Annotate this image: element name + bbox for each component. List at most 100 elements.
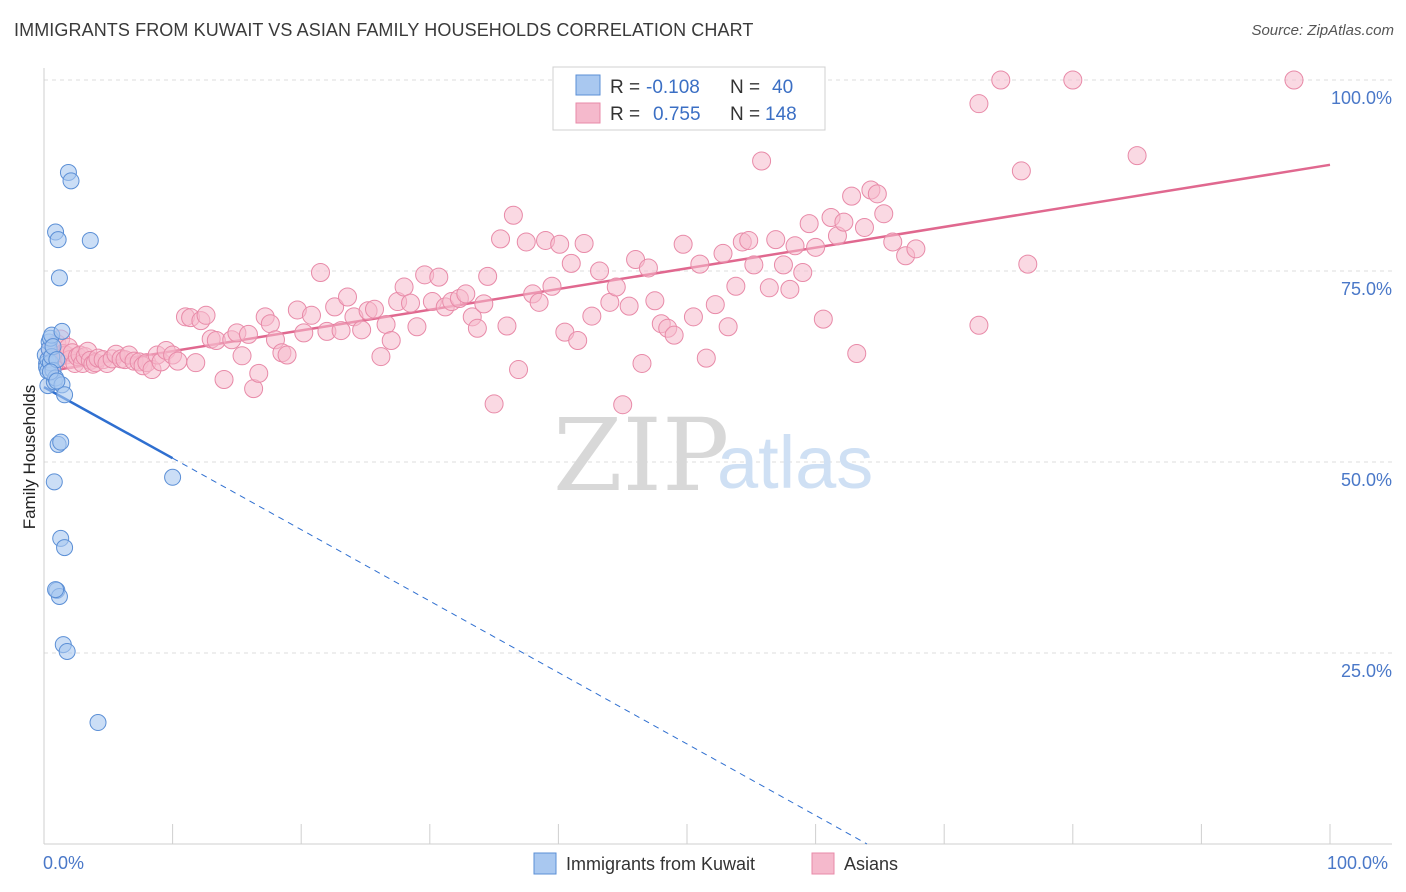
kuwait-point [81,231,99,249]
asians-point [484,394,504,414]
asians-point [574,233,594,253]
asians-point [673,234,693,254]
watermark-atlas: atlas [717,421,873,504]
asians-point [883,232,903,252]
series-legend-swatch-kuwait [533,852,557,875]
kuwait-point [56,539,74,557]
asians-point [407,317,427,337]
kuwait-point [47,581,65,599]
asians-point [301,305,321,325]
asians-point [401,293,421,313]
asians-point [542,276,562,296]
asians-point [773,255,793,275]
asians-point [780,279,800,299]
kuwait-point [48,372,66,390]
asians-point [683,307,703,327]
asians-point [310,263,330,283]
asians-point [785,236,805,256]
legend-r-label-asians: R = [610,104,640,125]
asians-point [638,258,658,278]
asians-point [491,229,511,249]
asians-point [874,204,894,224]
asians-point [497,316,517,336]
asians-point [613,395,633,415]
asians-point [352,320,372,340]
axes [43,68,1392,845]
kuwait-points [36,163,182,732]
asians-point [806,237,826,257]
correlation-legend: R = -0.108 N = 40 R = 0.755 N = 148 [552,66,826,131]
asians-point [590,261,610,281]
asians-point [854,217,874,237]
source-label: Source: ZipAtlas.com [1251,22,1394,39]
kuwait-point [56,386,74,404]
legend-n-label-kuwait: N = [730,77,760,98]
asians-point [664,325,684,345]
y-tick-labels: 100.0% 75.0% 50.0% 25.0% [1331,88,1392,681]
asians-point [467,318,487,338]
asians-point [834,212,854,232]
asians-point [793,263,813,283]
y-tick-label: 100.0% [1331,88,1392,108]
asians-point [1284,70,1304,90]
asians-point [1011,161,1031,181]
asians-point [969,315,989,335]
asians-point [561,253,581,273]
asians-point [325,297,345,317]
y-tick-label: 50.0% [1341,470,1392,490]
asians-point [739,230,759,250]
asians-point [1063,70,1083,90]
kuwait-point [164,468,182,486]
kuwait-point [45,473,63,491]
series-legend-label-asians: Asians [844,854,898,874]
kuwait-point [49,231,67,249]
asians-point [550,234,570,254]
asians-point [376,314,396,334]
legend-n-value-kuwait: 40 [772,77,793,98]
x-tick-label-min: 0.0% [43,853,84,873]
asians-point [582,306,602,326]
asians-point [196,305,216,325]
asians-point [726,276,746,296]
asians-point [867,184,887,204]
asians-point [619,296,639,316]
asians-point [766,230,786,250]
y-tick-label: 75.0% [1341,279,1392,299]
asians-point [529,292,549,312]
asians-point [847,344,867,364]
asians-point [718,317,738,337]
asians-point [214,369,234,389]
kuwait-point [58,642,76,660]
asians-points [40,70,1304,415]
asians-point [991,70,1011,90]
x-tick-label-max: 100.0% [1327,853,1388,873]
asians-point [365,299,385,319]
asians-point [474,294,494,314]
series-legend-swatch-asians [811,852,835,875]
watermark: ZIP atlas [553,397,873,514]
asians-point [1127,146,1147,166]
asians-point [690,254,710,274]
asians-point [842,186,862,206]
legend-r-value-asians: 0.755 [653,104,701,125]
asians-trendline [43,163,1331,374]
asians-point [696,348,716,368]
asians-point [168,351,188,371]
legend-swatch-asians [575,102,601,124]
asians-point [606,277,626,297]
asians-point [632,353,652,373]
series-legend: Immigrants from Kuwait Asians [533,852,898,875]
legend-swatch-kuwait [575,74,601,96]
asians-point [394,277,414,297]
kuwait-point [52,433,70,451]
asians-point [381,331,401,351]
watermark-zip: ZIP [553,397,729,514]
asians-point [752,151,772,171]
asians-point [509,360,529,380]
legend-r-value-kuwait: -0.108 [646,77,700,98]
asians-point [249,363,269,383]
asians-point [645,291,665,311]
series-legend-label-kuwait: Immigrants from Kuwait [566,854,755,874]
asians-point [799,214,819,234]
